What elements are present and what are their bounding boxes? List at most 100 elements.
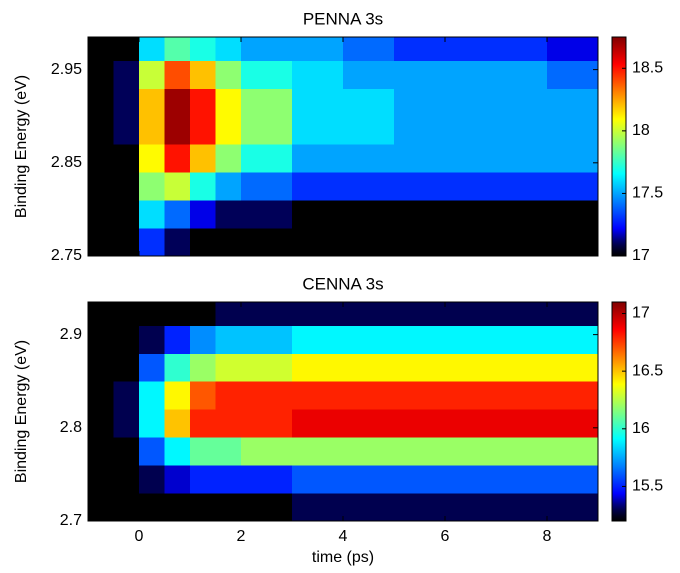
heat-cell: [215, 172, 242, 201]
heat-cell: [88, 325, 114, 354]
heat-cell: [88, 172, 114, 201]
heat-cell: [139, 381, 165, 410]
heat-cell: [190, 381, 216, 410]
heat-cell: [496, 493, 548, 522]
heat-cell: [292, 200, 344, 229]
heat-cell: [88, 228, 114, 257]
heat-cell: [394, 409, 446, 438]
heat-cell: [139, 172, 165, 201]
heat-cell: [445, 465, 497, 494]
heat-cell: [139, 493, 165, 522]
heat-cell: [343, 37, 395, 61]
heat-cell: [496, 144, 548, 173]
heat-cell: [88, 116, 114, 145]
heat-cell: [292, 116, 344, 145]
heat-cell: [241, 325, 293, 354]
heat-cell: [292, 37, 344, 61]
heat-cell: [394, 60, 446, 89]
heat-cell: [394, 200, 446, 229]
heat-cell: [343, 200, 395, 229]
heat-cell: [445, 200, 497, 229]
heat-cell: [394, 325, 446, 354]
heat-cell: [139, 302, 165, 326]
heat-cell: [113, 172, 140, 201]
heat-cell: [343, 302, 395, 326]
heat-cell: [164, 381, 191, 410]
heat-cell: [164, 493, 191, 522]
heat-cell: [215, 493, 242, 522]
heat-cell: [343, 325, 395, 354]
y-tick-label: 2.7: [60, 512, 82, 529]
heat-cell: [496, 37, 548, 61]
heat-cell: [292, 302, 344, 326]
heat-cell: [113, 493, 140, 522]
heat-cell: [292, 493, 344, 522]
heat-cell: [292, 228, 344, 257]
heat-cell: [292, 353, 344, 382]
heat-cell: [547, 409, 599, 438]
heat-cell: [394, 302, 446, 326]
heat-cell: [164, 172, 191, 201]
heat-cell: [241, 437, 293, 466]
heat-cell: [445, 381, 497, 410]
heat-cell: [215, 409, 242, 438]
heat-cell: [113, 60, 140, 89]
x-tick-label: 8: [543, 528, 552, 545]
heat-cell: [215, 381, 242, 410]
heat-cell: [394, 465, 446, 494]
heat-cell: [164, 116, 191, 145]
heat-cell: [139, 325, 165, 354]
heat-cell: [343, 172, 395, 201]
heat-cell: [113, 37, 140, 61]
heat-cell: [164, 353, 191, 382]
heat-cell: [496, 200, 548, 229]
heat-cell: [547, 437, 599, 466]
heat-cell: [496, 465, 548, 494]
heat-cell: [164, 302, 191, 326]
heat-cell: [113, 381, 140, 410]
heat-cell: [164, 144, 191, 173]
heat-cell: [215, 228, 242, 257]
heat-cell: [241, 409, 293, 438]
heat-cell: [496, 409, 548, 438]
heat-cell: [445, 325, 497, 354]
heat-cell: [190, 200, 216, 229]
heat-cell: [292, 381, 344, 410]
heat-cell: [190, 37, 216, 61]
heat-cell: [241, 172, 293, 201]
heat-cell: [547, 144, 599, 173]
heat-cell: [215, 200, 242, 229]
heat-cell: [215, 60, 242, 89]
heat-cell: [343, 228, 395, 257]
x-tick-label: 4: [339, 528, 348, 545]
colorbar-tick-label: 17: [632, 305, 650, 322]
heat-cell: [547, 172, 599, 201]
heat-cell: [215, 37, 242, 61]
heat-cell: [241, 302, 293, 326]
heat-cell: [547, 302, 599, 326]
heat-cell: [139, 353, 165, 382]
heat-cell: [88, 60, 114, 89]
heat-cell: [241, 465, 293, 494]
heat-cell: [394, 353, 446, 382]
heat-cell: [113, 302, 140, 326]
y-tick-label: 2.85: [51, 154, 82, 171]
x-axis-label: time (ps): [312, 549, 374, 566]
heat-cell: [343, 88, 395, 117]
y-tick-label: 2.9: [60, 326, 82, 343]
heat-cell: [241, 116, 293, 145]
heat-cell: [215, 465, 242, 494]
heat-cell: [241, 60, 293, 89]
heat-cell: [292, 409, 344, 438]
y-axis-label: Binding Energy (eV): [13, 75, 30, 218]
heat-cell: [190, 228, 216, 257]
heat-cell: [190, 60, 216, 89]
colorbar-tick-label: 17.5: [632, 185, 663, 202]
heat-cell: [496, 302, 548, 326]
heat-cell: [139, 437, 165, 466]
heat-cell: [496, 437, 548, 466]
heat-cell: [164, 60, 191, 89]
heat-cell: [292, 172, 344, 201]
heat-cell: [113, 465, 140, 494]
heat-cell: [164, 37, 191, 61]
